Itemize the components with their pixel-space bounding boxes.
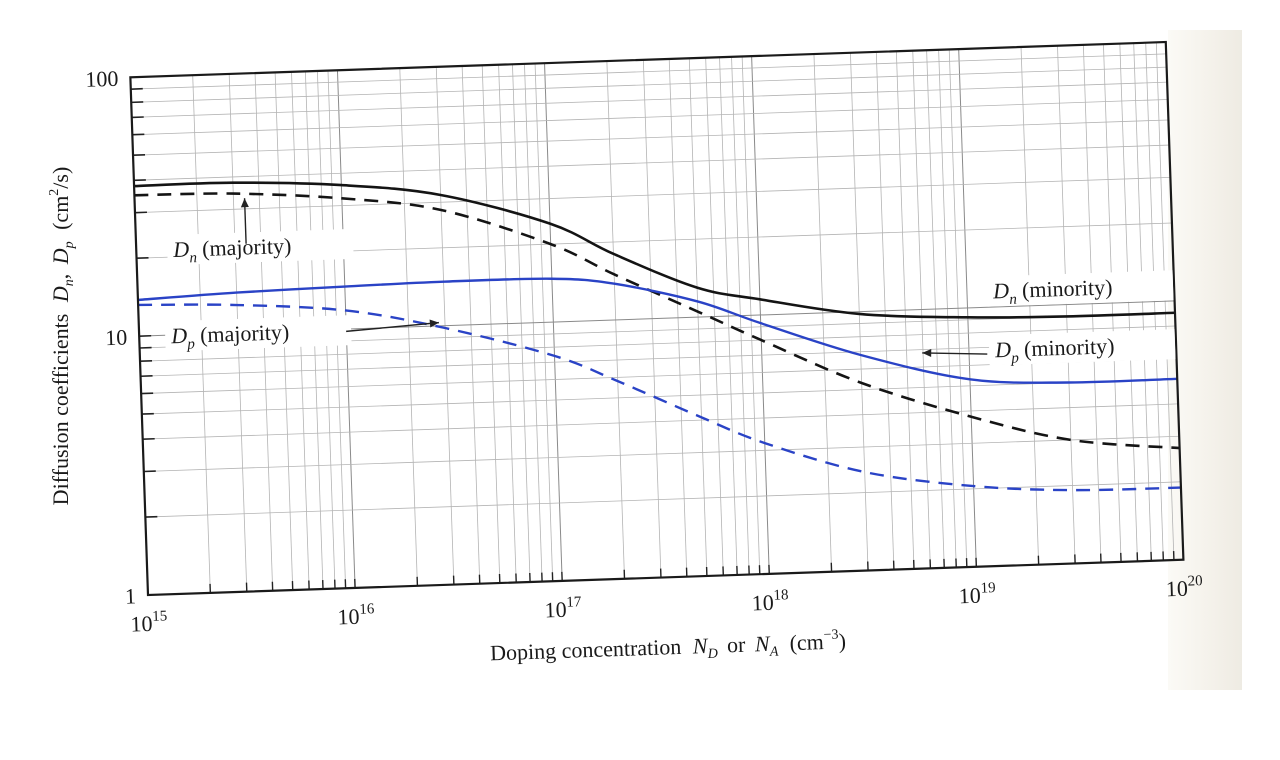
y-gridline-minor xyxy=(142,403,1179,440)
x-tick-label: 1017 xyxy=(544,594,582,622)
x-tick-exponent: 20 xyxy=(1187,573,1203,590)
annotation-arrow xyxy=(922,352,988,355)
annotation-variable: D xyxy=(992,278,1010,304)
series-line-3 xyxy=(138,303,1181,492)
x-tick-base: 10 xyxy=(958,583,981,609)
grid xyxy=(130,42,1181,593)
y-tick-label: 10 xyxy=(105,325,128,351)
annotation-bg xyxy=(986,270,1174,307)
y-gridline-minor xyxy=(131,66,1167,103)
x-tick-label: 1019 xyxy=(958,580,996,608)
x-tick-exponent: 16 xyxy=(359,601,375,618)
annotation-subscript: p xyxy=(186,336,196,352)
annotation-arrow xyxy=(346,321,439,333)
annotation-subscript: n xyxy=(189,250,197,266)
y-axis-title: Diffusion coefficients Dn, Dp (cm2/s) xyxy=(47,167,78,506)
annotation-subscript: n xyxy=(1009,292,1017,308)
annotation-bg xyxy=(164,315,352,352)
annotation-variable: D xyxy=(172,236,190,262)
x-tick-exponent: 15 xyxy=(152,608,168,625)
annotation-text: (majority) xyxy=(196,233,291,261)
annotation-arrowhead xyxy=(429,319,439,328)
y-tick-label: 1 xyxy=(125,583,137,608)
y-gridline-minor xyxy=(131,81,1168,118)
x-tick-label: 1018 xyxy=(751,587,789,615)
y-gridline-minor xyxy=(143,435,1180,472)
y-tick-labels: 1 10 100 xyxy=(85,66,137,609)
x-tick-exponent: 19 xyxy=(980,580,996,597)
x-tick-base: 10 xyxy=(1165,576,1188,602)
scanned-page-edge xyxy=(1168,30,1242,690)
annotation-dp-minority: Dp (minority) xyxy=(994,333,1115,367)
x-tick-labels: 1015 1016 1017 1018 1019 1020 xyxy=(130,573,1203,636)
series-line-0 xyxy=(134,181,1176,319)
y-gridline-minor xyxy=(133,144,1170,181)
x-tick-exponent: 18 xyxy=(773,587,789,604)
plot-frame xyxy=(129,40,1185,597)
annotation-dn-majority: Dn (majority) xyxy=(172,233,292,267)
y-gridline-minor xyxy=(140,325,1176,362)
x-tick-base: 10 xyxy=(544,597,567,623)
annotation-dn-minority: Dn (minority) xyxy=(992,274,1113,308)
annotation-text: (minority) xyxy=(1016,274,1113,302)
y-gridline-minor xyxy=(133,119,1169,156)
x-tick-label: 1020 xyxy=(1165,573,1203,601)
y-tick-label: 100 xyxy=(85,66,119,92)
x-tick-base: 10 xyxy=(130,611,153,637)
x-tick-label: 1015 xyxy=(130,608,168,636)
annotation-arrowhead xyxy=(922,349,932,358)
annotation-dp-majority: Dp (majority) xyxy=(170,319,290,353)
annotation-variable: D xyxy=(170,323,188,349)
annotation-variable: D xyxy=(994,337,1012,363)
y-gridline-minor xyxy=(130,53,1167,90)
series-line-1 xyxy=(134,192,1180,450)
annotation-text: (majority) xyxy=(194,319,289,347)
annotation-arrowhead xyxy=(240,198,249,208)
series-line-2 xyxy=(137,277,1178,384)
x-tick-base: 10 xyxy=(337,604,360,630)
y-gridline-minor xyxy=(145,481,1181,518)
annotations: Dn (majority)Dp (majority)Dn (minority)D… xyxy=(164,198,1176,367)
x-axis-title: Doping concentration ND or NA (cm−3) xyxy=(490,627,847,670)
annotation-bg xyxy=(166,228,354,266)
y-gridline-minor xyxy=(132,99,1168,136)
annotation-text: (minority) xyxy=(1018,333,1115,361)
series-layer xyxy=(134,181,1181,492)
x-tick-exponent: 17 xyxy=(566,594,582,611)
annotation-subscript: p xyxy=(1010,350,1020,366)
y-gridline-minor xyxy=(141,378,1178,415)
x-tick-label: 1016 xyxy=(337,601,375,629)
y-gridline-minor xyxy=(134,176,1171,214)
x-tick-base: 10 xyxy=(751,590,774,616)
annotation-bg xyxy=(988,329,1176,366)
